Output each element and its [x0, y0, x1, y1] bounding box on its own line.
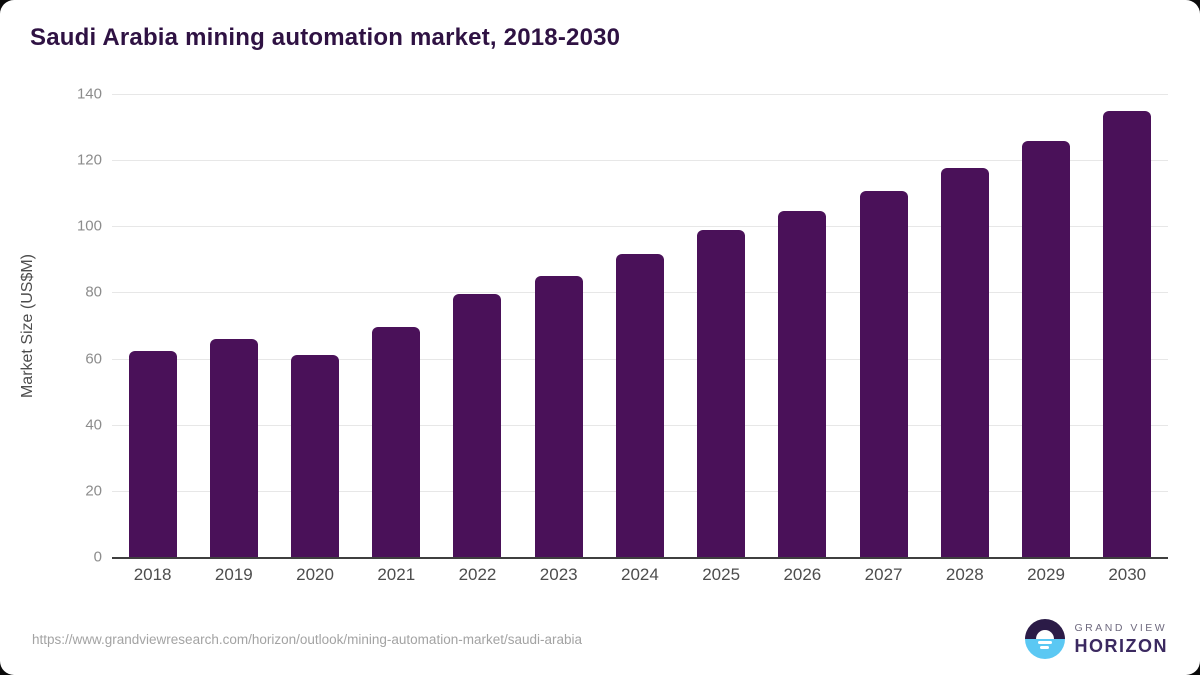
x-tick-label-2022: 2022	[458, 565, 497, 584]
bar-2018	[128, 350, 177, 557]
bar-column-2030	[1087, 94, 1168, 557]
horizon-logo-icon	[1024, 619, 1065, 659]
y-tick-label: 40	[85, 416, 102, 434]
x-tick-label-2028: 2028	[945, 565, 984, 584]
x-tick-label-2019: 2019	[214, 565, 253, 584]
x-tick-label-2020: 2020	[296, 565, 334, 584]
gridline	[112, 226, 1168, 228]
chart-title: Saudi Arabia mining automation market, 2…	[30, 24, 621, 51]
y-axis-ticks: 0 20 40 60 80 100 120 140	[40, 86, 102, 566]
x-axis-labels: 2018 2019 2020 2021 2022 2023 2024 2025 2026 2027…	[112, 565, 1168, 591]
logo-product-name: HORIZON	[1074, 635, 1168, 656]
x-tick-label-2029: 2029	[1027, 565, 1065, 584]
y-axis-label: Market Size (US$M)	[19, 253, 36, 399]
y-tick-label: 140	[76, 85, 102, 103]
bar-column-2021	[356, 94, 437, 557]
source-url: https://www.grandviewresearch.com/horizo…	[32, 631, 583, 647]
gridline	[112, 160, 1168, 162]
y-tick-label: 120	[76, 151, 102, 169]
logo-sun-icon	[1035, 630, 1054, 639]
bar-2027	[859, 190, 908, 557]
y-tick-label: 0	[93, 548, 102, 566]
logo-text: GRAND VIEW HORIZON	[1075, 623, 1169, 655]
bar-column-2025	[681, 94, 762, 557]
y-tick-label: 80	[85, 283, 102, 301]
x-tick-label-2030: 2030	[1108, 565, 1147, 584]
x-tick-label-2023: 2023	[539, 565, 578, 584]
bar-column-2022	[437, 94, 518, 557]
bar-column-2023	[518, 94, 599, 557]
bar-2030	[1103, 111, 1152, 557]
bar-2025	[697, 229, 746, 557]
bar-2020	[291, 355, 340, 557]
bar-column-2028	[924, 94, 1005, 557]
logo-wave-line	[1037, 641, 1052, 644]
y-tick-label: 20	[85, 482, 102, 500]
x-tick-label-2026: 2026	[783, 565, 822, 584]
x-tick-label-2025: 2025	[702, 565, 741, 584]
grand-view-horizon-logo: GRAND VIEW HORIZON	[1024, 619, 1169, 659]
bar-2021	[372, 327, 421, 557]
bar-column-2027	[843, 94, 924, 557]
bar-2028	[940, 168, 989, 557]
logo-sky-half	[1024, 619, 1065, 639]
x-tick-label-2018: 2018	[133, 565, 172, 584]
logo-wave-line	[1040, 646, 1049, 649]
bar-column-2018	[112, 94, 193, 557]
x-tick-label-2027: 2027	[864, 565, 903, 584]
y-tick-label: 60	[85, 350, 102, 368]
bar-column-2029	[1006, 94, 1087, 557]
logo-sea-half	[1024, 639, 1065, 659]
bar-2026	[778, 211, 827, 557]
x-tick-label-2021: 2021	[377, 565, 416, 584]
bar-2022	[453, 294, 502, 557]
bar-series	[112, 94, 1168, 557]
bar-column-2019	[193, 94, 274, 557]
bar-column-2020	[275, 94, 356, 557]
bar-2019	[209, 338, 258, 557]
bar-column-2026	[762, 94, 843, 557]
bar-column-2024	[599, 94, 680, 557]
bar-2023	[534, 275, 583, 557]
bar-2029	[1022, 141, 1071, 557]
logo-brand-name: GRAND VIEW	[1074, 622, 1168, 635]
gridline	[112, 94, 1168, 95]
footer: https://www.grandviewresearch.com/horizo…	[0, 603, 1200, 675]
y-tick-label: 100	[76, 217, 102, 235]
bar-2024	[615, 254, 664, 557]
x-tick-label-2024: 2024	[621, 565, 659, 584]
